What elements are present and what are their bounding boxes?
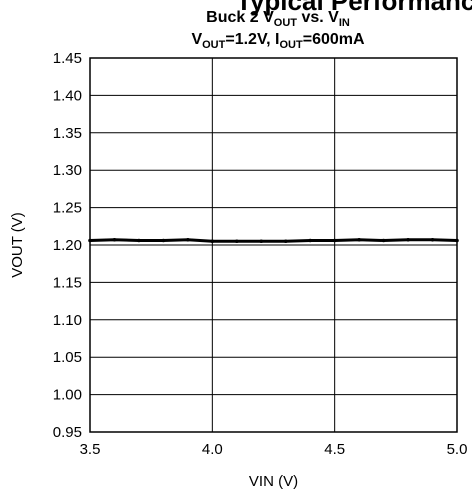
series-point	[161, 238, 166, 243]
x-axis-label: VIN (V)	[249, 473, 298, 490]
x-tick-labels: 3.5 4.0 4.5 5.0	[80, 441, 468, 458]
chart-title-line1: Buck 2 VOUT vs. VIN	[206, 9, 350, 29]
title1-sub2: IN	[339, 17, 350, 29]
title2-sub1: OUT	[202, 39, 226, 51]
y-tick-label: 1.10	[53, 312, 82, 329]
chart-title-line2: VOUT=1.2V, IOUT=600mA	[191, 31, 365, 51]
series-layer	[88, 237, 459, 244]
y-tick-label: 0.95	[53, 424, 82, 441]
plot-frame	[89, 57, 458, 433]
series-point	[308, 238, 313, 243]
y-tick-label: 1.20	[53, 237, 82, 254]
y-tick-label: 1.00	[53, 387, 82, 404]
series-point	[332, 238, 337, 243]
series-point	[283, 239, 288, 244]
series-point	[137, 238, 141, 243]
title2-sub2: OUT	[279, 39, 303, 51]
x-tick-label: 5.0	[447, 441, 468, 458]
title1-sub1: OUT	[274, 17, 298, 29]
series-point	[186, 237, 190, 242]
series-point	[235, 239, 239, 244]
series-point	[259, 239, 264, 244]
series-point	[406, 237, 410, 242]
y-tick-label: 1.30	[53, 162, 82, 179]
x-tick-label: 4.0	[202, 441, 223, 458]
y-tick-label: 1.15	[53, 274, 82, 291]
series-point	[381, 238, 386, 243]
x-tick-label: 4.5	[324, 441, 345, 458]
series-line	[89, 238, 458, 243]
series-point	[210, 239, 215, 244]
series-point	[112, 237, 117, 242]
y-tick-label: 1.35	[53, 125, 82, 142]
y-tick-labels: 0.95 1.00 1.05 1.10 1.15 1.20 1.25 1.30 1.35 1.40…	[53, 50, 82, 441]
title2-mid: =1.2V, I	[225, 31, 279, 48]
title1-mid: vs. V	[297, 9, 339, 26]
title2-prefix: V	[191, 31, 202, 48]
title2-suffix: =600mA	[303, 31, 365, 48]
y-tick-label: 1.45	[53, 50, 82, 67]
y-axis-label: VOUT (V)	[9, 212, 26, 278]
x-tick-label: 3.5	[80, 441, 101, 458]
series-point	[357, 237, 361, 242]
grid-lines	[89, 57, 458, 433]
title1-prefix: Buck 2 V	[206, 9, 274, 26]
y-tick-label: 1.05	[53, 349, 82, 366]
y-tick-label: 1.40	[53, 87, 82, 104]
series-point	[430, 237, 435, 242]
page-heading-cutoff: Typical Performance	[236, 0, 472, 16]
y-tick-label: 1.25	[53, 200, 82, 217]
